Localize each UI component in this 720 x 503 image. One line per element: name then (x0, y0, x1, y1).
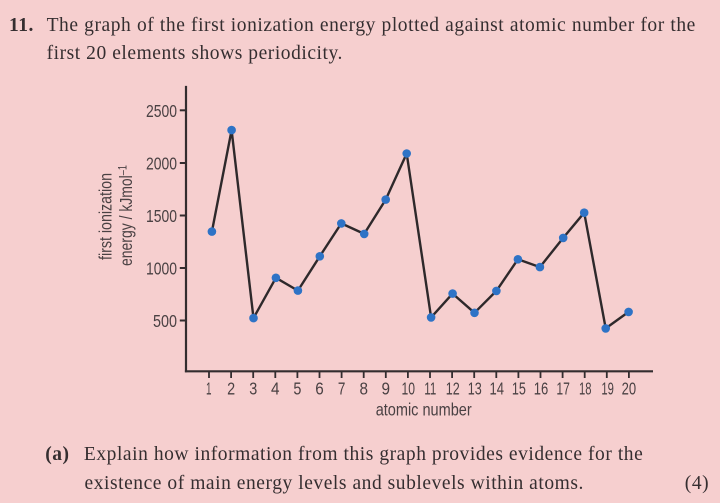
svg-text:7: 7 (338, 378, 346, 398)
svg-text:13: 13 (468, 378, 482, 398)
svg-text:4: 4 (271, 378, 280, 398)
svg-text:2: 2 (227, 378, 235, 398)
svg-text:first ionization: first ionization (96, 173, 116, 260)
svg-text:2500: 2500 (146, 101, 177, 121)
svg-text:20: 20 (622, 378, 637, 398)
svg-text:17: 17 (556, 378, 570, 398)
svg-text:16: 16 (534, 378, 549, 398)
svg-text:5: 5 (293, 378, 301, 398)
svg-text:6: 6 (315, 378, 324, 398)
svg-text:14: 14 (490, 378, 505, 398)
svg-text:8: 8 (359, 378, 368, 398)
svg-text:1000: 1000 (146, 259, 177, 279)
svg-text:3: 3 (249, 378, 257, 398)
svg-text:energy / kJmol–1: energy / kJmol–1 (116, 165, 136, 266)
svg-text:atomic number: atomic number (376, 400, 472, 420)
svg-text:2000: 2000 (146, 154, 177, 174)
svg-text:1500: 1500 (146, 206, 177, 226)
svg-text:1: 1 (206, 378, 212, 398)
svg-text:15: 15 (512, 378, 526, 398)
svg-text:11: 11 (424, 378, 436, 398)
svg-text:9: 9 (382, 378, 391, 398)
svg-text:18: 18 (579, 378, 592, 398)
svg-text:10: 10 (402, 378, 416, 398)
svg-text:12: 12 (446, 378, 460, 398)
svg-text:19: 19 (601, 378, 614, 398)
svg-text:500: 500 (153, 311, 177, 331)
